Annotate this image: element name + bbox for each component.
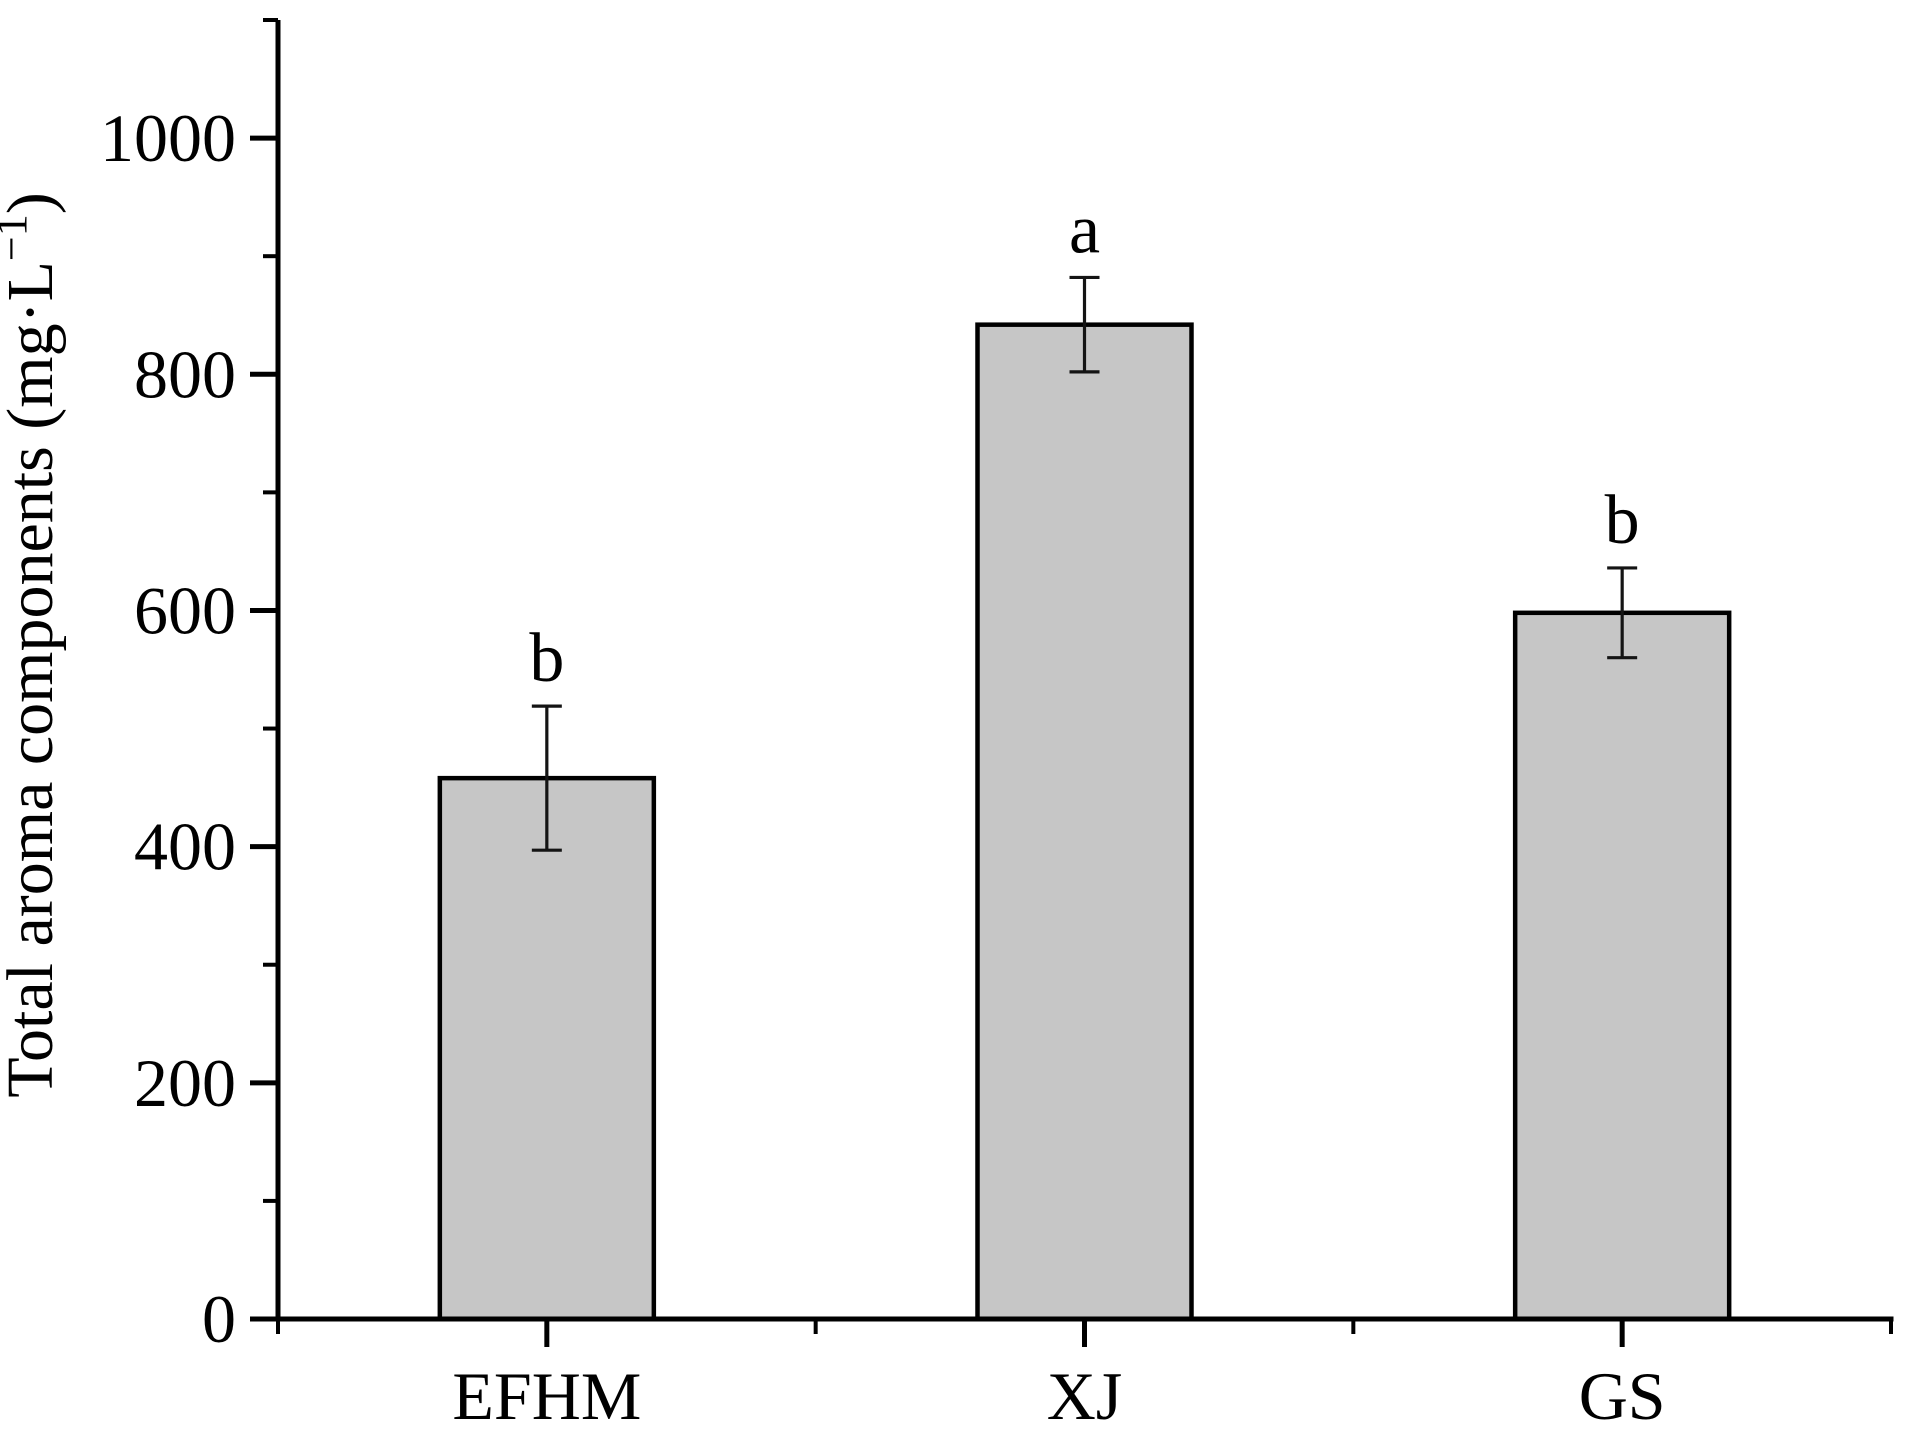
x-tick-label-gs: GS [1579, 1358, 1666, 1434]
y-tick-label-200: 200 [134, 1045, 236, 1121]
y-tick-label-400: 400 [134, 809, 236, 885]
significance-letter-xj: a [1069, 191, 1100, 268]
bar-efhm [437, 775, 657, 1322]
y-tick-label-1000: 1000 [100, 100, 236, 176]
y-axis-title: Total aroma components (mg·L−1) [0, 192, 67, 1097]
significance-letter-efhm: b [529, 620, 564, 697]
significance-letter-gs: b [1605, 482, 1640, 559]
x-tick-label-xj: XJ [1047, 1358, 1123, 1434]
bar-gs [1512, 610, 1732, 1322]
y-tick-label-600: 600 [134, 572, 236, 648]
bar-xj [975, 322, 1194, 1322]
x-tick-label-efhm: EFHM [452, 1358, 641, 1434]
y-tick-label-800: 800 [134, 336, 236, 412]
y-tick-label-0: 0 [202, 1281, 236, 1357]
